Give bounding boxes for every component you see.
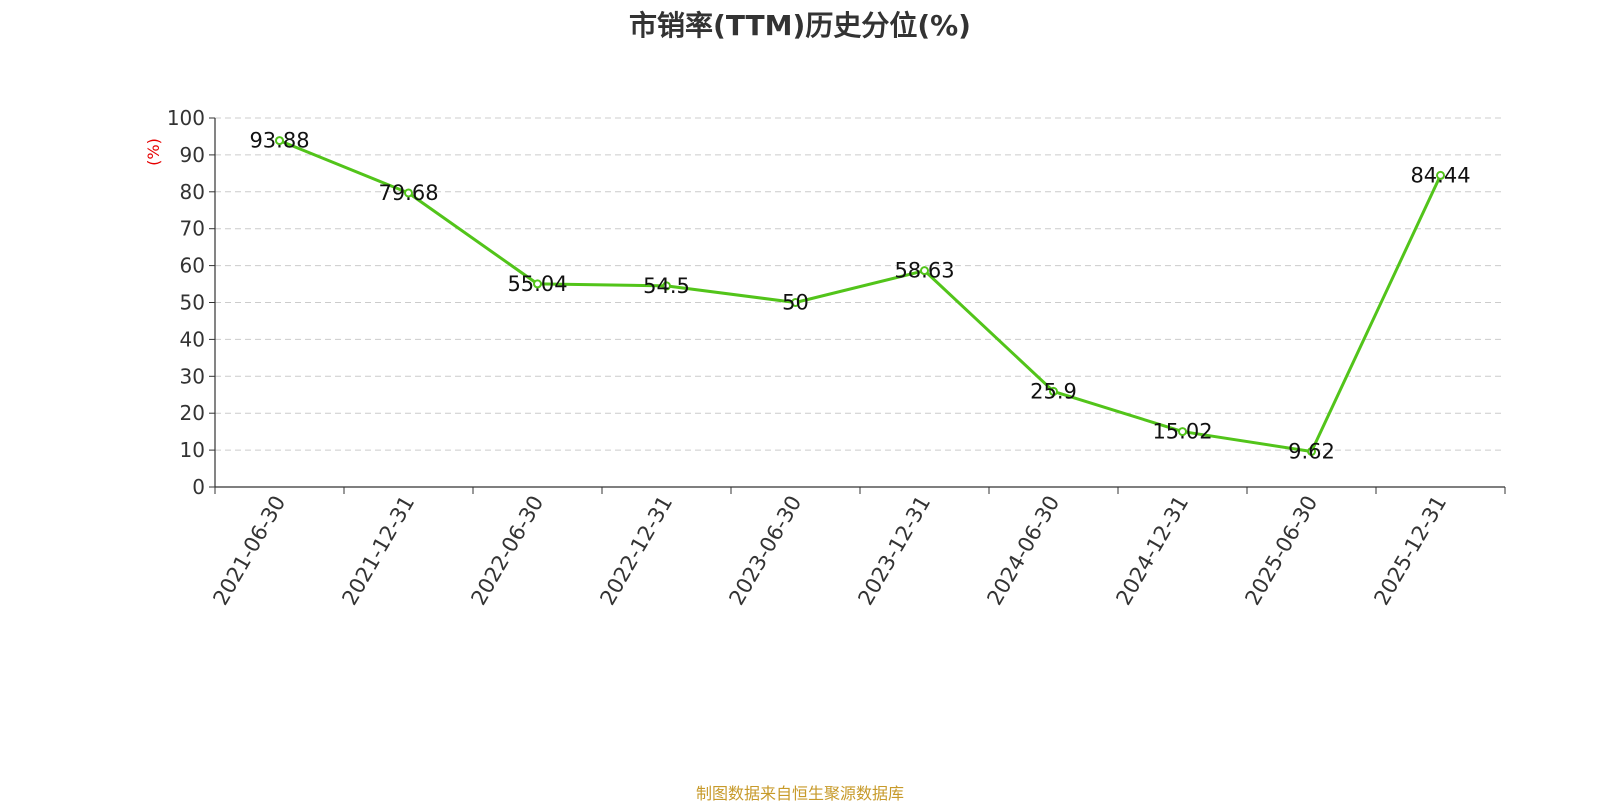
data-labels: 93.88 79.68 55.04 54.5 50 58.63 25.9 15.02 9.62 8… — [249, 129, 1470, 464]
data-label: 79.68 — [378, 181, 438, 205]
data-label: 15.02 — [1152, 420, 1212, 444]
x-tick-label: 2024-12-31 — [1111, 492, 1193, 610]
x-tick-label: 2022-06-30 — [466, 492, 548, 610]
data-point — [662, 281, 671, 291]
series-layer — [275, 136, 1445, 457]
data-point — [533, 279, 542, 289]
x-tick-label: 2022-12-31 — [595, 492, 677, 610]
x-tick-label: 2023-12-31 — [853, 492, 935, 610]
y-tick-label: 90 — [180, 143, 205, 167]
data-point — [791, 298, 800, 307]
grid-lines — [215, 117, 1505, 451]
data-point — [1049, 386, 1058, 396]
y-axis-label: (%) — [144, 138, 163, 166]
series-line — [278, 139, 1442, 454]
data-label: 84.44 — [1410, 163, 1470, 187]
data-point — [920, 266, 929, 276]
source-note: 制图数据来自恒生聚源数据库 — [695, 784, 904, 803]
x-tick-label: 2021-12-31 — [337, 492, 419, 610]
data-label: 58.63 — [894, 259, 954, 283]
data-label: 25.9 — [1030, 379, 1077, 403]
x-tick-label: 2025-06-30 — [1240, 492, 1322, 610]
y-tick-label: 20 — [180, 401, 205, 425]
data-label: 54.5 — [643, 274, 690, 298]
data-point — [275, 136, 284, 146]
axes: 0 10 20 30 40 50 60 70 80 90 100(%) 2021-06-30 2021-… — [144, 106, 1506, 610]
chart-title: 市销率(TTM)历史分位(%) — [629, 9, 971, 42]
data-point — [1307, 447, 1316, 457]
y-tick-label: 40 — [180, 327, 205, 351]
data-label: 9.62 — [1288, 440, 1335, 464]
data-label: 50 — [782, 291, 809, 315]
y-tick-label: 50 — [180, 291, 205, 315]
data-point — [1178, 427, 1187, 437]
data-point — [404, 188, 413, 198]
y-tick-label: 80 — [180, 180, 205, 204]
y-tick-label: 10 — [180, 438, 205, 462]
y-tick-label: 60 — [180, 254, 205, 278]
y-tick-label: 30 — [180, 364, 205, 388]
x-tick-label: 2021-06-30 — [208, 492, 290, 610]
y-tick-label: 100 — [167, 106, 205, 130]
x-tick-label: 2024-06-30 — [982, 492, 1064, 610]
x-tick-label: 2023-06-30 — [724, 492, 806, 610]
data-point — [1436, 170, 1445, 180]
y-tick-label: 70 — [180, 217, 205, 241]
data-label: 55.04 — [507, 272, 567, 296]
data-label: 93.88 — [249, 129, 309, 153]
y-tick-label: 0 — [192, 475, 205, 499]
x-tick-label: 2025-12-31 — [1369, 492, 1451, 610]
